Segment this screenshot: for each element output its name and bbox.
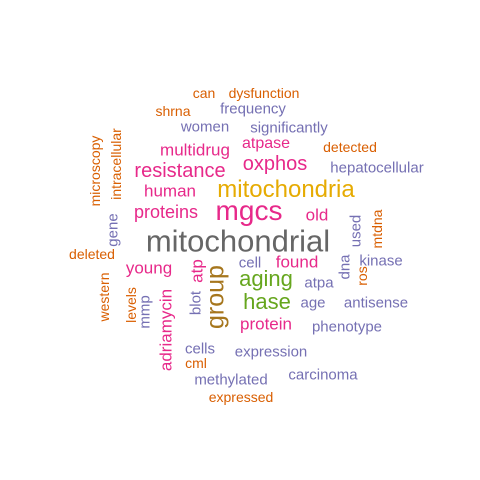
word-age: age xyxy=(300,294,326,312)
word-can: can xyxy=(192,85,216,101)
word-detected: detected xyxy=(323,139,377,155)
word-ros: ros xyxy=(354,266,370,286)
word-deleted: deleted xyxy=(69,246,115,262)
word-cell: cell xyxy=(238,254,262,272)
word-methylated: methylated xyxy=(194,371,268,389)
word-mmp: mmp xyxy=(136,295,154,329)
word-atpase: atpase xyxy=(241,135,291,152)
word-hepatocellular: hepatocellular xyxy=(330,159,424,177)
word-cml: cml xyxy=(185,355,207,371)
word-young: young xyxy=(125,258,173,278)
word-used: used xyxy=(347,214,365,248)
word-western: western xyxy=(96,272,112,322)
word-protein: protein xyxy=(240,314,292,334)
word-proteins: proteins xyxy=(133,202,199,222)
word-kinase: kinase xyxy=(359,252,403,270)
word-mtdna: mtdna xyxy=(369,209,385,249)
word-adriamycin: adriamycin xyxy=(156,288,176,372)
word-atpa: atpa xyxy=(304,274,334,292)
word-carcinoma: carcinoma xyxy=(288,366,358,384)
word-mitochondria: mitochondria xyxy=(217,176,355,203)
word-mgcs: mgcs xyxy=(215,195,283,226)
word-atp: atp xyxy=(187,259,207,283)
word-dysfunction: dysfunction xyxy=(228,85,300,101)
word-phenotype: phenotype xyxy=(311,318,383,336)
word-significantly: significantly xyxy=(250,119,328,137)
word-aging: aging xyxy=(239,266,293,291)
word-old: old xyxy=(305,205,329,225)
word-multidrug: multidrug xyxy=(160,140,230,160)
word-levels: levels xyxy=(123,287,139,323)
word-mitochondrial: mitochondrial xyxy=(145,223,331,259)
word-cells: cells xyxy=(184,340,216,358)
word-microscopy: microscopy xyxy=(87,135,103,207)
word-women: women xyxy=(180,118,230,136)
word-group: group xyxy=(201,265,230,329)
word-expressed: expressed xyxy=(208,389,274,405)
word-human: human xyxy=(144,181,196,201)
word-oxphos: oxphos xyxy=(242,153,308,175)
word-blot: blot xyxy=(187,290,205,316)
word-frequency: frequency xyxy=(220,100,286,118)
word-resistance: resistance xyxy=(134,160,226,182)
word-antisense: antisense xyxy=(343,294,409,312)
word-shrna: shrna xyxy=(155,103,191,119)
word-dna: dna xyxy=(336,254,354,280)
word-intracellular: intracellular xyxy=(108,128,124,200)
word-found: found xyxy=(275,252,319,272)
word-gene: gene xyxy=(104,213,122,247)
word-expression: expression xyxy=(234,343,308,361)
word-hase: hase xyxy=(243,289,291,314)
